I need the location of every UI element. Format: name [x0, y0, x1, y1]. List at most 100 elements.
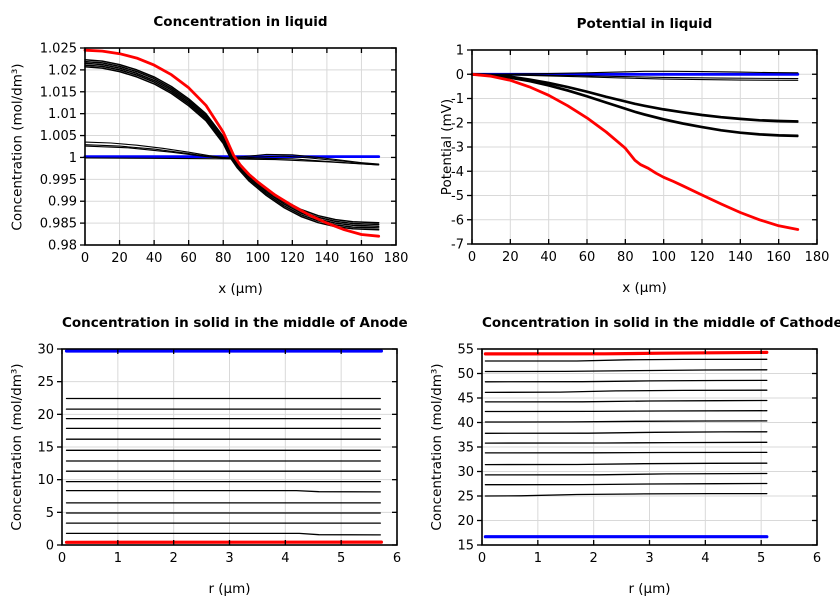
y-tick-label: 1 — [69, 151, 77, 166]
gridlines — [85, 48, 396, 245]
x-tick-label: 40 — [146, 251, 163, 266]
x-tick-label: 3 — [225, 551, 233, 566]
chart-title-solid-anode: Concentration in solid in the middle of … — [62, 315, 408, 331]
y-tick-label: 55 — [457, 343, 474, 358]
y-tick-label: 0 — [456, 68, 464, 83]
y-tick-label: 1.005 — [40, 129, 77, 144]
y-tick-label: 1.015 — [40, 85, 77, 100]
x-tick-label: 100 — [245, 251, 270, 266]
tick-marks — [467, 49, 818, 245]
x-tick-label: 40 — [540, 250, 557, 265]
tick-labels: 0 1 2 3 4 5 6 0 5 10 15 20 25 30 — [37, 343, 401, 567]
series-early-time-4 — [84, 157, 380, 166]
series-mid-time-bundle — [471, 73, 799, 123]
x-tick-label: 180 — [805, 250, 830, 265]
y-tick-label: -7 — [451, 238, 464, 253]
series-time-snapshot-4 — [484, 462, 768, 466]
y-tick-label: -5 — [451, 189, 464, 204]
x-tick-label: 6 — [813, 551, 821, 566]
y-tick-label: 0 — [46, 539, 54, 554]
y-axis-label: Concentration (mol/dm³) — [429, 363, 445, 531]
series-early-time-1 — [471, 70, 799, 75]
series-time-snapshot-8 — [484, 420, 768, 423]
y-tick-label: 1 — [456, 44, 464, 59]
chart-title-solid-cathode: Concentration in solid in the middle of … — [482, 315, 840, 331]
tick-marks — [80, 47, 397, 246]
chart-title-concentration-liquid: Concentration in liquid — [153, 14, 328, 30]
chart-title-potential-liquid: Potential in liquid — [576, 16, 713, 32]
series-time-snapshot-5 — [484, 451, 768, 454]
x-tick-label: 2 — [590, 551, 598, 566]
y-tick-label: 0.985 — [40, 217, 77, 232]
series-time-snapshot-9 — [484, 410, 768, 413]
series-group — [483, 350, 769, 539]
y-tick-label: -3 — [451, 141, 464, 156]
tick-labels: 0 20 40 60 80 100 120 140 160 180 0.98 0.985 0.99 0.9… — [40, 42, 409, 267]
series-time-snapshot-6 — [484, 441, 768, 444]
axes-box — [84, 47, 397, 246]
x-tick-label: 3 — [645, 551, 653, 566]
x-tick-label: 4 — [701, 551, 709, 566]
y-tick-label: 0.98 — [48, 239, 77, 254]
y-tick-label: 25 — [37, 375, 54, 390]
tick-marks — [477, 348, 818, 546]
y-axis-label: Potential (mV) — [439, 98, 455, 196]
y-axis-label: Concentration (mol/dm³) — [9, 363, 25, 531]
x-tick-label: 0 — [58, 551, 66, 566]
x-tick-label: 140 — [314, 251, 339, 266]
tick-marks — [57, 348, 398, 546]
series-late-time-bundle — [84, 60, 380, 226]
x-tick-label: 0 — [468, 250, 476, 265]
subplot-2: 0 1 2 3 4 5 6 0 5 10 15 20 25 30 — [37, 343, 401, 567]
series-group — [83, 48, 381, 238]
series-time-snapshot-3 — [484, 472, 768, 476]
x-tick-label: 4 — [281, 551, 289, 566]
x-tick-label: 100 — [651, 250, 676, 265]
series-group — [470, 70, 800, 231]
x-tick-label: 0 — [478, 551, 486, 566]
series-time-snapshot-1 — [484, 492, 768, 497]
series-final-solid-concentration — [483, 350, 769, 356]
series-time-snapshot-14 — [65, 532, 381, 536]
y-axis-label: Concentration (mol/dm³) — [9, 62, 25, 231]
gridlines — [62, 349, 397, 545]
y-tick-label: 1.02 — [48, 63, 77, 78]
y-tick-label: 20 — [457, 514, 474, 529]
y-tick-label: 15 — [37, 441, 54, 456]
series-final-potential — [470, 72, 800, 231]
y-tick-label: -2 — [451, 116, 464, 131]
x-tick-label: 80 — [215, 251, 232, 266]
x-axis-label: x (μm) — [622, 280, 667, 296]
y-tick-label: -6 — [451, 213, 464, 228]
x-tick-label: 20 — [111, 251, 128, 266]
x-axis-label: x (μm) — [218, 281, 263, 297]
x-tick-label: 2 — [170, 551, 178, 566]
series-time-snapshot-11 — [484, 389, 768, 394]
series-late-time-bundle — [84, 59, 380, 224]
y-tick-label: 25 — [457, 490, 474, 505]
x-tick-label: 60 — [579, 250, 596, 265]
y-tick-label: 15 — [457, 539, 474, 554]
series-time-snapshot-10 — [65, 489, 381, 493]
x-tick-label: 1 — [534, 551, 542, 566]
y-tick-label: -1 — [451, 92, 464, 107]
x-tick-label: 5 — [757, 551, 765, 566]
y-tick-label: 40 — [457, 416, 474, 431]
series-time-snapshot-2 — [484, 482, 768, 486]
y-tick-label: 45 — [457, 392, 474, 407]
y-tick-label: 30 — [37, 343, 54, 358]
x-axis-label: r (μm) — [628, 581, 671, 597]
series-time-snapshot-7 — [484, 431, 768, 434]
x-tick-label: 6 — [393, 551, 401, 566]
x-tick-label: 80 — [617, 250, 634, 265]
y-tick-label: 5 — [46, 506, 54, 521]
series-time-snapshot-10 — [484, 399, 768, 403]
gridlines — [472, 50, 817, 244]
series-time-snapshot-12 — [484, 379, 768, 383]
y-tick-label: 50 — [457, 367, 474, 382]
x-axis-label: r (μm) — [208, 581, 251, 597]
y-tick-label: -4 — [451, 165, 464, 180]
